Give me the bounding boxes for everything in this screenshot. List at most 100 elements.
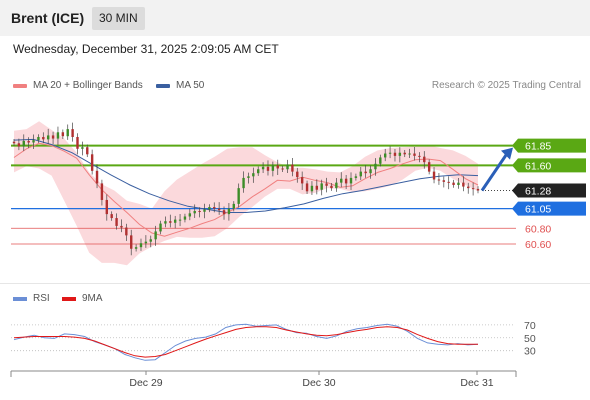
instrument-title: Brent (ICE) (11, 10, 85, 26)
candle-body (66, 129, 69, 137)
candle-body (437, 179, 441, 181)
candle-body (320, 183, 323, 190)
candle-body (310, 185, 314, 192)
candle-body (144, 241, 148, 244)
candle-body (46, 135, 50, 140)
price-level-label: 60.80 (525, 223, 551, 235)
candle-body (291, 164, 294, 172)
bollinger-band-fill (14, 121, 478, 266)
candle-body (198, 210, 201, 212)
candle-body (12, 141, 16, 144)
candle-body (379, 157, 382, 164)
candle-body (247, 176, 250, 178)
credit-text: Research © 2025 Trading Central (431, 80, 581, 91)
legend-ma50: MA 50 (156, 80, 204, 91)
candle-body (271, 165, 275, 171)
candle-body (178, 219, 182, 221)
candle-body (61, 132, 65, 137)
candle-body (462, 182, 465, 187)
candle-body (467, 186, 470, 189)
datetime-label: Wednesday, December 31, 2025 2:09:05 AM … (13, 42, 279, 56)
legend-rsi-ma: 9MA (62, 293, 103, 304)
candle-body (130, 235, 133, 249)
price-level-label: 60.60 (525, 239, 551, 251)
candle-body (403, 152, 406, 155)
candle-body (183, 216, 187, 220)
candle-body (120, 225, 123, 228)
candle-body (105, 199, 108, 215)
candle-body (110, 214, 113, 219)
ma50-swatch (156, 83, 170, 88)
x-axis-tick-label: Dec 29 (129, 377, 162, 389)
candle-body (305, 183, 309, 192)
candle-body (125, 227, 128, 236)
forecast-arrow-shaft (480, 152, 509, 192)
candle-body (193, 210, 196, 214)
legend-rsi-ma-label: 9MA (82, 293, 103, 304)
candle-body (296, 171, 299, 178)
candle-body (476, 188, 480, 191)
price-level-tag (512, 158, 586, 173)
rsi-level-label: 50 (524, 333, 536, 345)
candle-body (325, 183, 328, 186)
candle-body (208, 207, 211, 210)
candle-body (56, 132, 60, 139)
candle-body (169, 221, 172, 223)
candle-body (286, 164, 289, 170)
price-level-label: 61.28 (525, 186, 551, 198)
candle-body (86, 147, 89, 155)
candle-body (447, 181, 450, 183)
candle-body (423, 156, 426, 163)
x-axis-tick-label: Dec 31 (460, 377, 493, 389)
price-level-tag (512, 138, 586, 153)
price-level-label: 61.05 (525, 204, 551, 216)
legend-rsi-label: RSI (33, 293, 50, 304)
legend-ma50-label: MA 50 (176, 80, 205, 91)
candle-body (237, 188, 240, 204)
candle-body (330, 185, 333, 189)
candle-body (393, 152, 397, 156)
candle-body (242, 177, 245, 189)
candle-body (42, 136, 45, 140)
rsi-level-label: 70 (524, 320, 536, 332)
candle-body (315, 185, 319, 190)
candle-body (374, 163, 377, 170)
forecast-arrowhead (501, 147, 513, 160)
candle-body (364, 171, 367, 174)
candle-body (22, 140, 25, 147)
candle-body (398, 152, 402, 156)
candle-body (369, 169, 372, 174)
candle-body (252, 173, 255, 177)
candle-body (276, 165, 279, 169)
candle-body (71, 129, 74, 137)
candle-body (95, 170, 99, 184)
ma20-line (13, 142, 479, 237)
candle-body (388, 152, 392, 154)
timeframe-button[interactable]: 30 MIN (92, 7, 145, 30)
candle-body (471, 188, 475, 190)
candle-body (32, 140, 35, 143)
candle-body (213, 207, 216, 209)
candle-body (340, 178, 343, 183)
candle-body (222, 210, 226, 215)
candle-body (418, 155, 421, 157)
candle-body (432, 171, 436, 180)
candle-body (354, 176, 358, 178)
candle-body (17, 143, 21, 147)
candle-body (344, 178, 348, 184)
candle-body (139, 243, 143, 248)
candle-body (452, 182, 455, 185)
candle-body (281, 168, 284, 170)
price-level-tag (512, 183, 586, 198)
candle-body (359, 171, 362, 177)
candle-body (442, 180, 446, 182)
legend-ma20-label: MA 20 + Bollinger Bands (33, 80, 143, 91)
candle-body (154, 231, 157, 240)
candle-body (188, 213, 192, 217)
candle-body (335, 182, 338, 189)
candle-body (37, 136, 40, 141)
candle-body (257, 169, 260, 174)
candle-body (159, 223, 162, 232)
candle-body (266, 166, 270, 171)
